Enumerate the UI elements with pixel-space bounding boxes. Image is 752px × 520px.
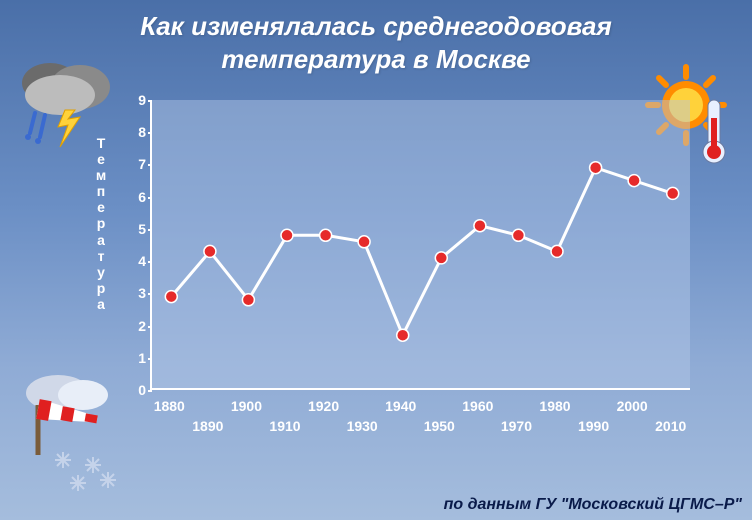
x-tick: 1880 (154, 398, 185, 414)
x-tick: 2010 (655, 418, 686, 434)
data-marker (628, 175, 640, 187)
y-axis-label: Температура (95, 135, 107, 312)
x-tick: 1920 (308, 398, 339, 414)
data-marker (204, 245, 216, 257)
data-marker (165, 291, 177, 303)
data-marker (474, 220, 486, 232)
chart-svg (152, 100, 692, 390)
data-line (171, 168, 672, 336)
data-marker (667, 187, 679, 199)
y-tick: 6 (138, 189, 146, 205)
y-tick: 7 (138, 156, 146, 172)
y-tick: 1 (138, 350, 146, 366)
x-tick: 2000 (617, 398, 648, 414)
title-line-1: Как изменялалась среднегодововая (0, 10, 752, 43)
x-tick: 1970 (501, 418, 532, 434)
x-tick: 1900 (231, 398, 262, 414)
chart-plot-area: 0123456789 (150, 100, 690, 390)
data-marker (281, 229, 293, 241)
data-marker (551, 245, 563, 257)
data-marker (590, 162, 602, 174)
x-tick: 1980 (539, 398, 570, 414)
y-tick: 9 (138, 92, 146, 108)
y-tick: 2 (138, 318, 146, 334)
x-tick: 1930 (347, 418, 378, 434)
data-marker (358, 236, 370, 248)
data-credit: по данным ГУ "Московский ЦГМС–Р" (444, 496, 742, 514)
y-tick: 0 (138, 382, 146, 398)
data-marker (320, 229, 332, 241)
x-tick: 1890 (192, 418, 223, 434)
y-tick: 3 (138, 285, 146, 301)
x-tick: 1960 (462, 398, 493, 414)
y-tick: 5 (138, 221, 146, 237)
data-marker (242, 294, 254, 306)
data-marker (435, 252, 447, 264)
x-tick: 1910 (269, 418, 300, 434)
data-marker (397, 329, 409, 341)
y-tick: 4 (138, 253, 146, 269)
x-tick: 1950 (424, 418, 455, 434)
data-marker (512, 229, 524, 241)
windsock-snow-icon (8, 365, 138, 500)
x-tick: 1940 (385, 398, 416, 414)
x-tick: 1990 (578, 418, 609, 434)
y-tick: 8 (138, 124, 146, 140)
